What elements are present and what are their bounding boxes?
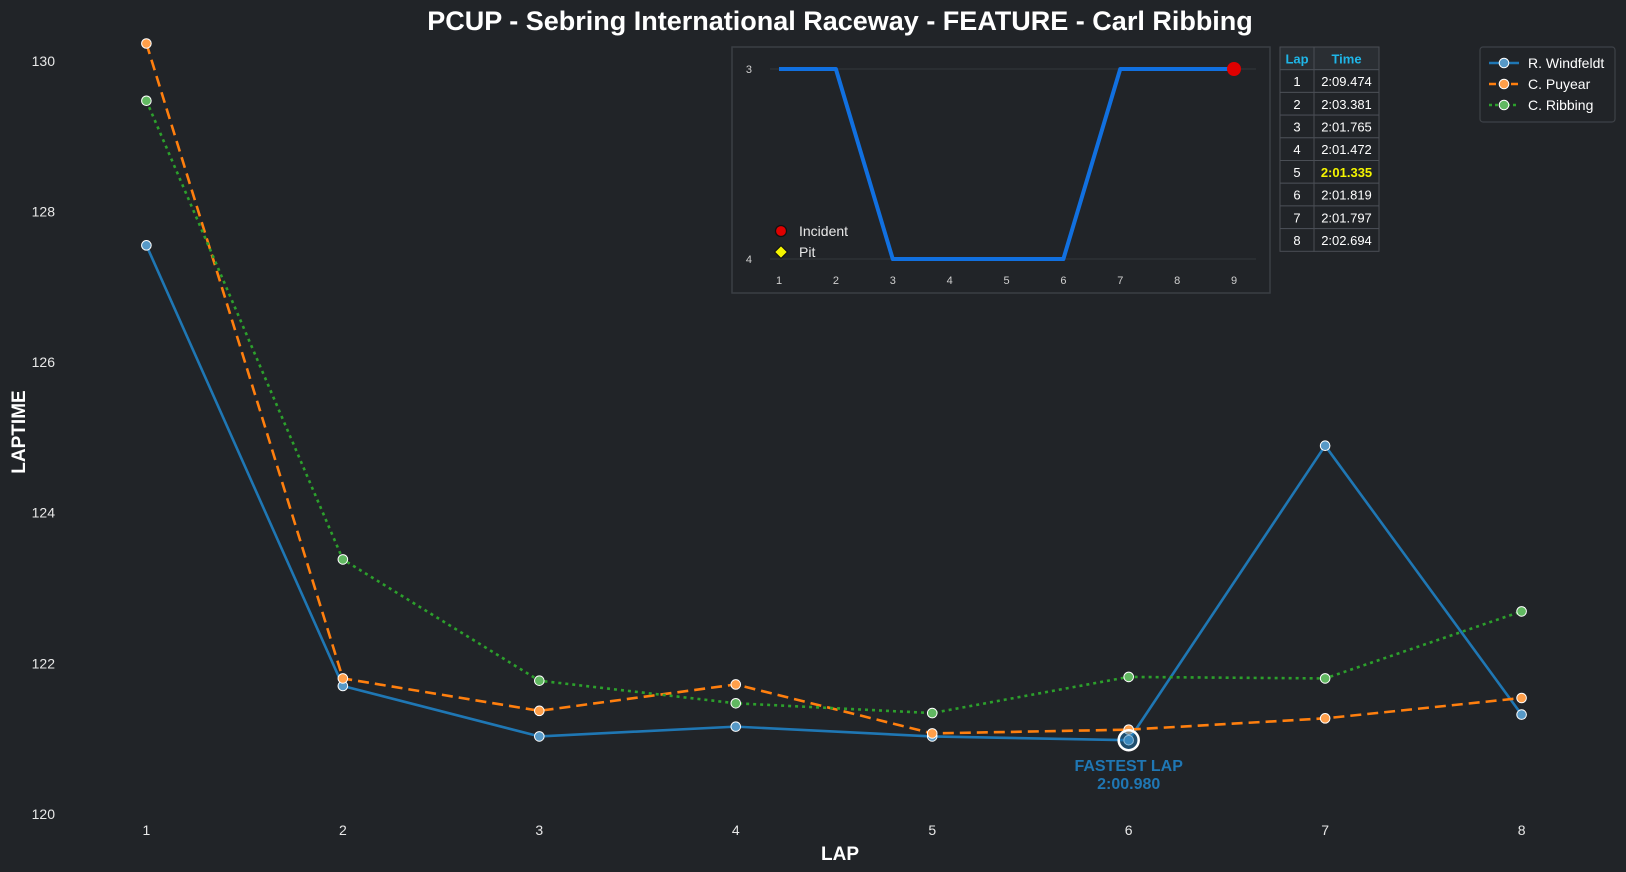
x-tick-label: 6 <box>1125 822 1133 838</box>
x-tick-label: 5 <box>928 822 936 838</box>
position-inset-chart: 3 4 1 2 3 4 5 6 7 8 9 Incident Pit <box>731 46 1271 294</box>
data-point <box>1516 709 1527 720</box>
x-tick-label: 7 <box>1321 822 1329 838</box>
data-point <box>337 554 349 565</box>
data-point <box>534 675 545 686</box>
data-point <box>141 95 152 107</box>
legend-label: R. Windfeldt <box>1528 55 1604 71</box>
table-lap-time: 2:02.694 <box>1321 233 1372 248</box>
data-point <box>730 721 742 732</box>
legend-label: C. Ribbing <box>1528 97 1593 113</box>
table-lap-number: 5 <box>1293 165 1300 180</box>
y-tick-label: 120 <box>32 806 56 822</box>
data-point <box>141 240 152 251</box>
series-line-r-windfeldt <box>145 244 1523 742</box>
table-lap-time: 2:01.472 <box>1321 142 1372 157</box>
data-point <box>1516 606 1527 617</box>
pit-legend-icon <box>773 244 789 260</box>
table-lap-number: 1 <box>1293 74 1300 89</box>
inset-x-tick-label: 1 <box>776 275 782 287</box>
y-tick-label: 124 <box>32 505 56 521</box>
table-lap-time: 2:01.335 <box>1321 165 1372 180</box>
data-point <box>926 728 938 739</box>
chart-legend: R. Windfeldt C. Puyear C. Ribbing <box>1479 46 1616 123</box>
data-point <box>1516 692 1527 704</box>
table-lap-number: 7 <box>1293 210 1300 225</box>
table-lap-time: 2:01.819 <box>1321 188 1372 203</box>
inset-x-tick-label: 5 <box>1003 275 1009 287</box>
table-lap-number: 6 <box>1293 188 1300 203</box>
position-line <box>779 67 1234 261</box>
series-line-c-puyear <box>145 43 1522 735</box>
inset-x-tick-label: 7 <box>1117 275 1123 287</box>
x-tick-label: 2 <box>339 822 347 838</box>
inset-y-tick-label: 3 <box>746 64 752 76</box>
table-header: Time <box>1331 51 1361 66</box>
y-tick-label: 126 <box>32 354 56 370</box>
inset-x-tick-label: 9 <box>1231 275 1237 287</box>
y-tick-label: 128 <box>32 203 56 219</box>
y-tick-label: 122 <box>32 655 56 671</box>
data-point <box>534 705 545 717</box>
legend-marker <box>1498 57 1510 69</box>
table-lap-number: 4 <box>1293 142 1300 157</box>
inset-x-tick-label: 6 <box>1060 275 1066 287</box>
fastest-lap-marker <box>1117 728 1140 752</box>
data-point <box>1319 713 1331 724</box>
data-point <box>1123 671 1134 683</box>
inset-y-tick-label: 4 <box>746 254 752 266</box>
data-point <box>141 38 152 49</box>
table-cell-box <box>1313 228 1380 252</box>
data-point <box>730 679 742 690</box>
inset-x-tick-label: 3 <box>890 275 896 287</box>
x-axis-title: LAP <box>821 844 859 865</box>
x-tick-label: 4 <box>732 822 740 838</box>
table-lap-time: 2:03.381 <box>1321 97 1372 112</box>
legend-marker <box>1498 99 1510 111</box>
chart-title: PCUP - Sebring International Raceway - F… <box>427 6 1253 36</box>
fastest-lap-time: 2:00.980 <box>1097 776 1160 793</box>
y-tick-label: 130 <box>32 53 56 69</box>
y-axis-title: LAPTIME <box>9 390 30 473</box>
table-lap-number: 3 <box>1293 119 1300 134</box>
table-header: Lap <box>1285 51 1308 66</box>
x-tick-label: 1 <box>143 822 151 838</box>
legend-frame <box>1479 46 1616 123</box>
inset-x-tick-label: 8 <box>1174 275 1180 287</box>
inset-frame <box>731 46 1271 294</box>
legend-marker <box>1498 78 1510 90</box>
legend-label: C. Puyear <box>1528 76 1591 92</box>
x-tick-label: 3 <box>535 822 543 838</box>
data-point <box>534 731 545 742</box>
lap-time-table: Lap Time 1 2:09.474 2 2:03.381 3 2:01.765 4 2:01.… <box>1279 46 1380 252</box>
x-tick-label: 8 <box>1518 822 1526 838</box>
table-lap-number: 2 <box>1293 97 1300 112</box>
table-lap-time: 2:01.797 <box>1321 210 1372 225</box>
incident-legend-label: Incident <box>799 223 848 239</box>
table-lap-time: 2:09.474 <box>1321 74 1372 89</box>
data-point <box>1319 673 1331 684</box>
inset-x-tick-label: 4 <box>947 275 953 287</box>
data-point <box>337 673 349 684</box>
incident-legend-icon <box>774 224 788 238</box>
data-point <box>926 707 938 719</box>
fastest-lap-label: FASTEST LAP <box>1074 758 1183 775</box>
table-lap-time: 2:01.765 <box>1321 119 1372 134</box>
table-lap-number: 8 <box>1293 233 1300 248</box>
incident-marker <box>1227 62 1241 76</box>
pit-legend-label: Pit <box>799 244 815 260</box>
data-point <box>1319 440 1331 451</box>
inset-x-tick-label: 2 <box>833 275 839 287</box>
data-point <box>730 697 742 709</box>
